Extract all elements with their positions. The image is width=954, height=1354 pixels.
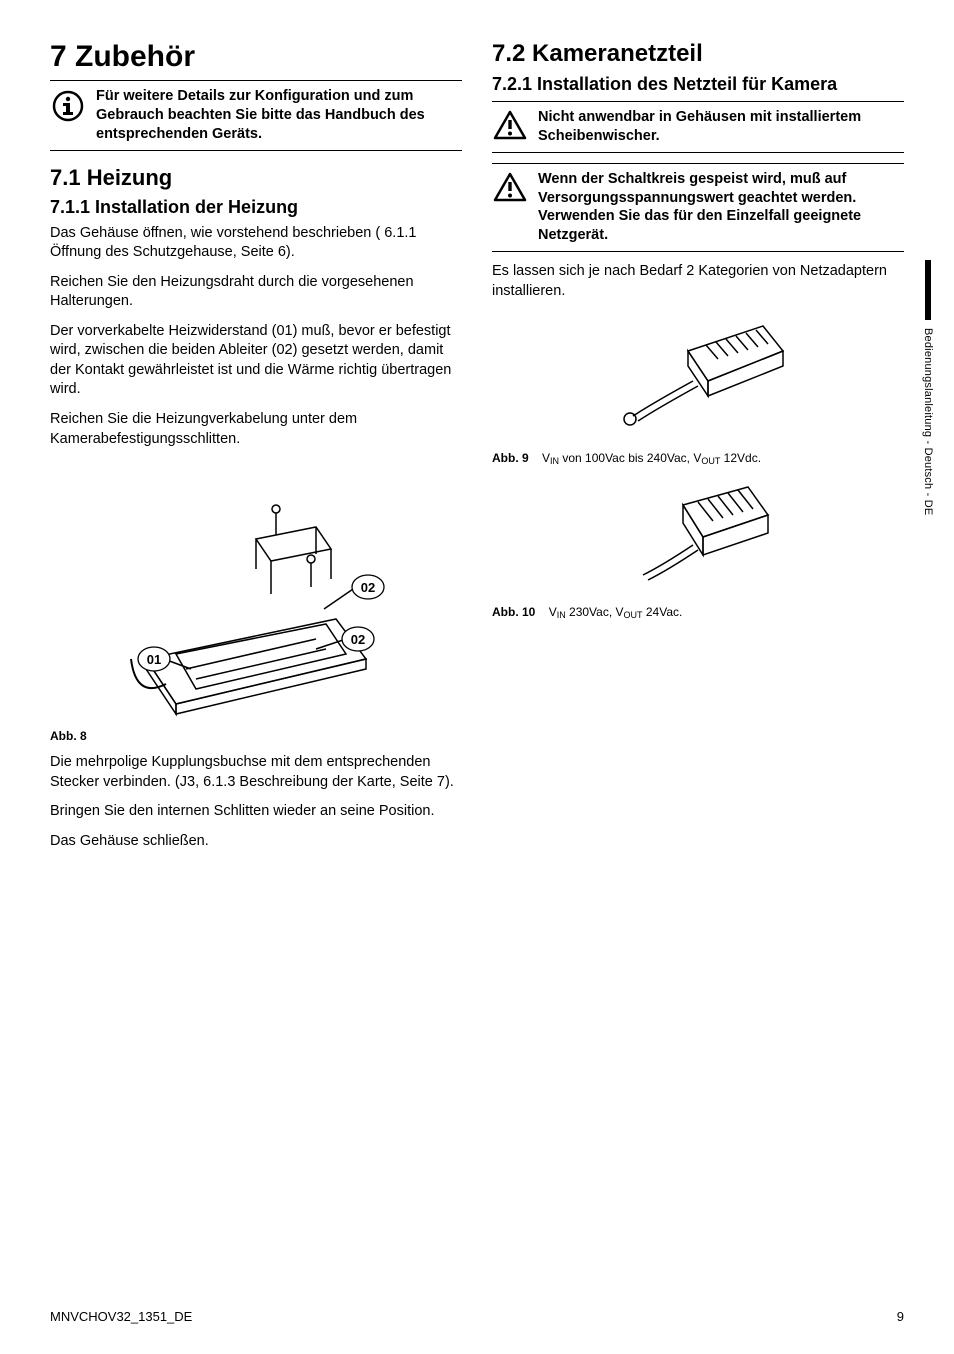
paragraph: Reichen Sie den Heizungsdraht durch die … [50,273,462,312]
info-note-text: Für weitere Details zur Konfiguration un… [96,87,462,144]
info-icon [50,87,86,123]
section-7-2: 7.2 Kameranetzteil [492,40,904,68]
footer-doc-id: MNVCHOV32_1351_DE [50,1309,192,1324]
warning-note-2: Wenn der Schaltkreis gespeist wird, muß … [492,163,904,252]
footer-page-number: 9 [897,1309,904,1324]
paragraph: Reichen Sie die Heizungverkabelung unter… [50,410,462,449]
warning-icon [492,170,528,202]
figure-9 [492,311,904,441]
section-7-1-1: 7.1.1 Installation der Heizung [50,197,462,218]
warning-icon [492,108,528,140]
left-column: 7 Zubehör Für weitere Details zur Konfig… [50,40,462,861]
page-footer: MNVCHOV32_1351_DE 9 [50,1309,904,1324]
figure-9-label: Abb. 9 [492,451,529,465]
chapter-title: 7 Zubehör [50,40,462,74]
paragraph: Es lassen sich je nach Bedarf 2 Kategori… [492,262,904,301]
side-tab-bar [925,260,931,320]
callout-label: 01 [147,652,161,667]
section-7-1: 7.1 Heizung [50,165,462,191]
paragraph: Das Gehäuse öffnen, wie vorstehend besch… [50,224,462,263]
figure-8-caption: Abb. 8 [50,729,462,743]
figure-10-desc: VIN 230Vac, VOUT 24Vac. [549,605,683,619]
warning-text: Wenn der Schaltkreis gespeist wird, muß … [538,170,904,245]
figure-10 [492,475,904,595]
figure-8: 02 02 01 [50,459,462,719]
paragraph: Das Gehäuse schließen. [50,832,462,852]
callout-label: 02 [351,632,365,647]
warning-note-1: Nicht anwendbar in Gehäusen mit installi… [492,101,904,153]
figure-10-caption: Abb. 10 VIN 230Vac, VOUT 24Vac. [492,605,904,619]
section-7-2-1: 7.2.1 Installation des Netzteil für Kame… [492,74,904,95]
warning-text: Nicht anwendbar in Gehäusen mit installi… [538,108,904,146]
right-column: 7.2 Kameranetzteil 7.2.1 Installation de… [492,40,904,861]
side-language-tab: Bedienungslanleitung - Deutsch - DE [922,260,934,515]
info-note: Für weitere Details zur Konfiguration un… [50,80,462,151]
figure-9-caption: Abb. 9 VIN von 100Vac bis 240Vac, VOUT 1… [492,451,904,465]
side-tab-text: Bedienungslanleitung - Deutsch - DE [922,328,934,515]
paragraph: Bringen Sie den internen Schlitten wiede… [50,802,462,822]
figure-9-desc: VIN von 100Vac bis 240Vac, VOUT 12Vdc. [542,451,761,465]
paragraph: Die mehrpolige Kupplungsbuchse mit dem e… [50,753,462,792]
callout-label: 02 [361,580,375,595]
figure-10-label: Abb. 10 [492,605,535,619]
paragraph: Der vorverkabelte Heizwiderstand (01) mu… [50,322,462,400]
